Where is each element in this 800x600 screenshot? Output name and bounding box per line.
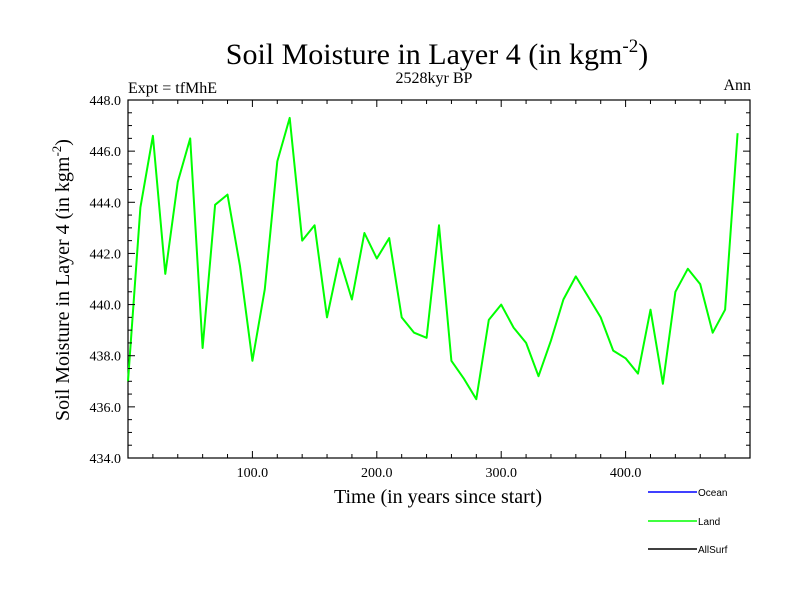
y-tick-label: 434.0 (90, 452, 122, 467)
series-line-0 (127, 116, 739, 401)
y-axis-label: Soil Moisture in Layer 4 (in kgm-2) (49, 139, 74, 421)
legend-label-land: Land (698, 517, 720, 528)
y-tick-label: 442.0 (90, 247, 122, 262)
experiment-label: Expt = tfMhE (128, 80, 217, 97)
plot-area-frame (127, 99, 751, 459)
x-tick-label: 200.0 (361, 466, 393, 481)
chart-subtitle: 2528kyr BP (396, 70, 473, 87)
y-tick-label: 436.0 (90, 401, 122, 416)
y-tick-label: 444.0 (90, 196, 122, 211)
legend-label-ocean: Ocean (698, 488, 727, 499)
x-axis-label: Time (in years since start) (334, 486, 542, 508)
x-tick-label: 100.0 (237, 466, 269, 481)
season-label: Ann (723, 77, 751, 94)
y-tick-label: 448.0 (90, 94, 122, 109)
x-tick-label: 300.0 (485, 466, 517, 481)
y-tick-label: 440.0 (90, 299, 122, 314)
y-tick-label: 446.0 (90, 145, 122, 160)
legend-label-allsurf: AllSurf (698, 545, 728, 556)
x-tick-label: 400.0 (610, 466, 642, 481)
y-tick-label: 438.0 (90, 350, 122, 365)
chart-title: Soil Moisture in Layer 4 (in kgm-2) (226, 36, 648, 71)
